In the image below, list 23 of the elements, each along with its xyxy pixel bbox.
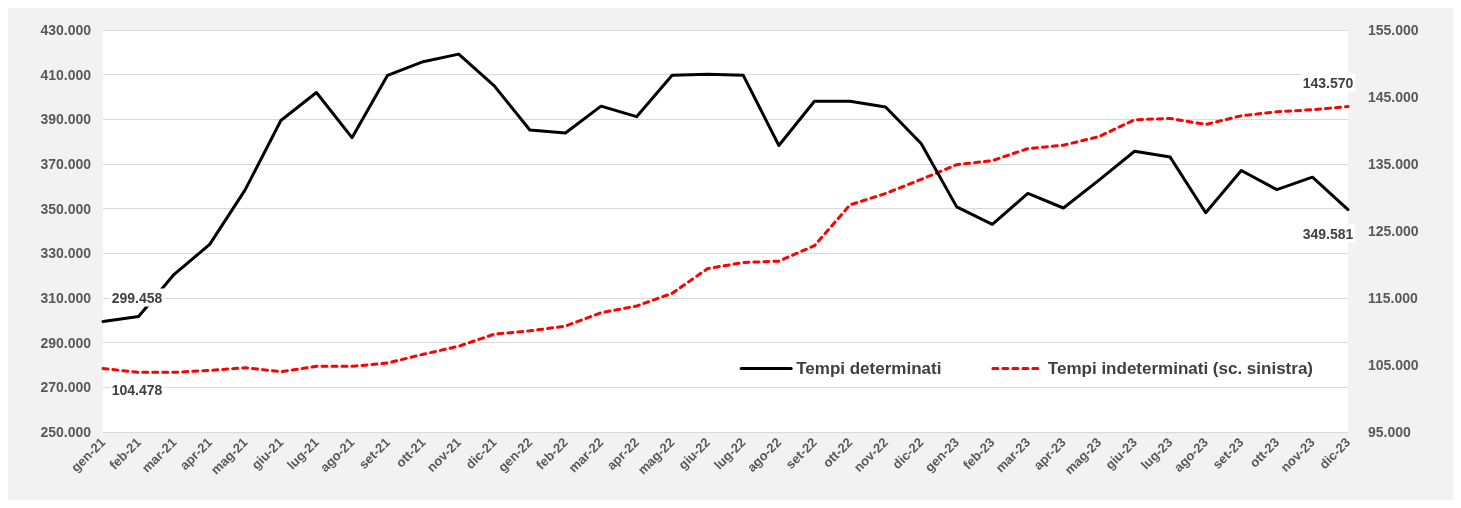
y-tick-label: 370.000: [40, 156, 92, 172]
y-tick-label: 250.000: [40, 424, 92, 440]
data-label: 143.570: [1302, 74, 1354, 91]
data-label: 104.478: [111, 382, 163, 399]
y-tick-label: 390.000: [40, 111, 92, 128]
legend-label: Tempi indeterminati (sc. sinistra): [1047, 359, 1314, 378]
data-label: 349.581: [1302, 225, 1354, 242]
legend-label: Tempi determinati: [796, 359, 942, 378]
y2-tick-label: 135.000: [1368, 156, 1419, 172]
y2-tick-label: 145.000: [1368, 89, 1419, 105]
y2-tick-label: 115.000: [1368, 290, 1419, 306]
y2-tick-label: 95.000: [1368, 424, 1412, 440]
y2-tick-label: 125.000: [1368, 223, 1419, 239]
y-tick-label: 410.000: [40, 66, 92, 83]
y-tick-label: 270.000: [40, 379, 92, 396]
y2-tick-label: 155.000: [1368, 22, 1419, 38]
y-tick-label: 290.000: [40, 334, 92, 351]
y-tick-label: 350.000: [40, 200, 92, 217]
y-tick-label: 330.000: [40, 245, 92, 262]
y2-tick-label: 105.000: [1368, 357, 1419, 373]
y-tick-label: 310.000: [40, 290, 92, 306]
data-label: 299.458: [111, 289, 163, 306]
y-tick-label: 430.000: [40, 22, 92, 38]
